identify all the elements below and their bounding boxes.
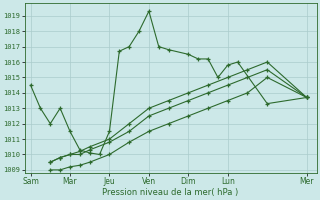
X-axis label: Pression niveau de la mer( hPa ): Pression niveau de la mer( hPa ) (102, 188, 239, 197)
